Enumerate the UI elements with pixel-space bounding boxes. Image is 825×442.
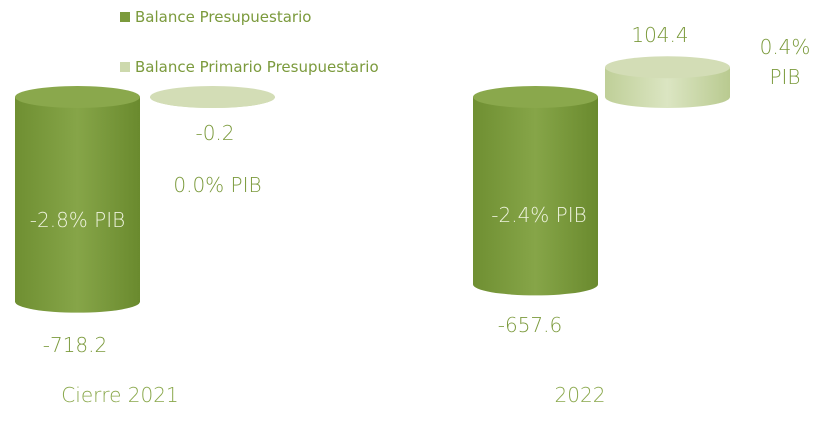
legend-label: Balance Presupuestario: [135, 8, 312, 26]
cylinder: [15, 86, 140, 313]
cylinder-body: [605, 67, 730, 108]
legend-swatch: [120, 12, 130, 22]
cylinder-top: [150, 86, 275, 108]
x-tick-label: Cierre 2021: [61, 383, 179, 407]
data-label: -657.6: [497, 313, 563, 337]
legend-swatch: [120, 62, 130, 72]
pib-label: 0.4% PIB: [759, 35, 811, 89]
cylinder-body: [473, 97, 598, 296]
cylinder: [605, 56, 730, 108]
cylinder-top: [605, 56, 730, 79]
cylinder: [473, 86, 598, 296]
data-label: 104.4: [631, 23, 689, 47]
x-tick-label: 2022: [554, 383, 606, 407]
pib-label: 0.0% PIB: [173, 173, 262, 197]
legend-item: Balance Presupuestario: [120, 8, 311, 26]
pib-label: -2.4% PIB: [491, 203, 587, 227]
legend-label: Balance Primario Presupuestario: [135, 58, 379, 76]
data-label: -718.2: [42, 333, 108, 357]
cylinder-body: [15, 97, 140, 313]
legend-item: Balance Primario Presupuestario: [120, 58, 379, 76]
cylinder: [150, 86, 275, 109]
pib-label: -2.8% PIB: [29, 208, 126, 232]
cylinder-top: [473, 86, 598, 108]
data-label: -0.2: [195, 121, 235, 145]
cylinder-top: [15, 86, 140, 108]
